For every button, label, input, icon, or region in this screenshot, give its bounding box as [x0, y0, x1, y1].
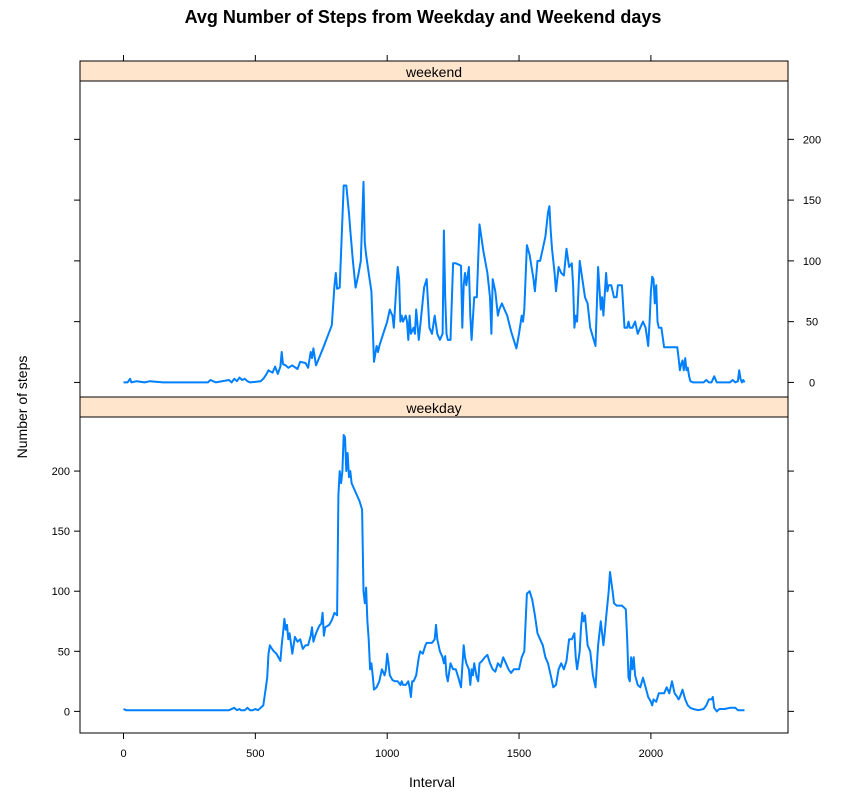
y-tick-label-weekend: 50 [806, 317, 818, 329]
y-tick-label-weekend: 150 [803, 195, 821, 207]
y-axis-label: Number of steps [14, 356, 30, 459]
x-tick-label: 0 [120, 748, 126, 760]
plot-area-weekday [123, 434, 745, 713]
x-axis-label: Interval [409, 774, 455, 790]
panel-frame-weekend [79, 80, 789, 398]
y-tick-label-weekend: 200 [803, 134, 821, 146]
y-tick-label-weekend: 0 [809, 377, 815, 389]
x-tick-label: 2000 [639, 748, 663, 760]
strip-label-weekday: weekday [405, 400, 461, 416]
y-tick-label-weekday: 0 [64, 706, 70, 718]
panel-weekend: weekend [79, 60, 789, 398]
plot-area-weekend [123, 180, 746, 384]
y-tick-label-weekday: 50 [58, 646, 70, 658]
chart-title: Avg Number of Steps from Weekday and Wee… [185, 7, 662, 27]
series-line-weekday [123, 434, 745, 713]
x-tick-label: 1500 [507, 748, 531, 760]
panel-weekday: weekday [79, 396, 789, 734]
x-tick-label: 500 [246, 748, 264, 760]
y-tick-label-weekday: 200 [52, 466, 70, 478]
strip-label-weekend: weekend [405, 64, 462, 80]
y-tick-label-weekday: 100 [52, 586, 70, 598]
y-tick-label-weekday: 150 [52, 526, 70, 538]
x-tick-label: 1000 [375, 748, 399, 760]
series-line-weekend [123, 180, 746, 384]
y-tick-label-weekend: 100 [803, 256, 821, 268]
panel-frame-weekday [79, 416, 789, 734]
